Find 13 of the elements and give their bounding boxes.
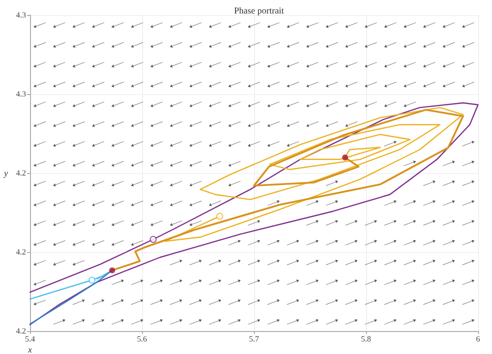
y-tick-label: 4.2 xyxy=(16,248,26,256)
x-tick-label: 5.8 xyxy=(361,334,371,344)
chart-title: Phase portrait xyxy=(234,6,284,16)
x-axis-title: x xyxy=(27,344,32,354)
y-tick-label: 4.3 xyxy=(16,10,26,20)
y-tick-label: 4.2 xyxy=(16,168,26,178)
y-axis-title: y xyxy=(3,168,8,178)
y-tick-label: 4.2 xyxy=(16,326,26,336)
x-tick-label: 6 xyxy=(476,334,480,344)
y-tick-label: 4.3 xyxy=(16,90,26,98)
x-tick-label: 5.6 xyxy=(137,334,147,344)
x-tick-label: 5.4 xyxy=(25,334,35,344)
x-tick-label: 5.7 xyxy=(249,334,259,344)
